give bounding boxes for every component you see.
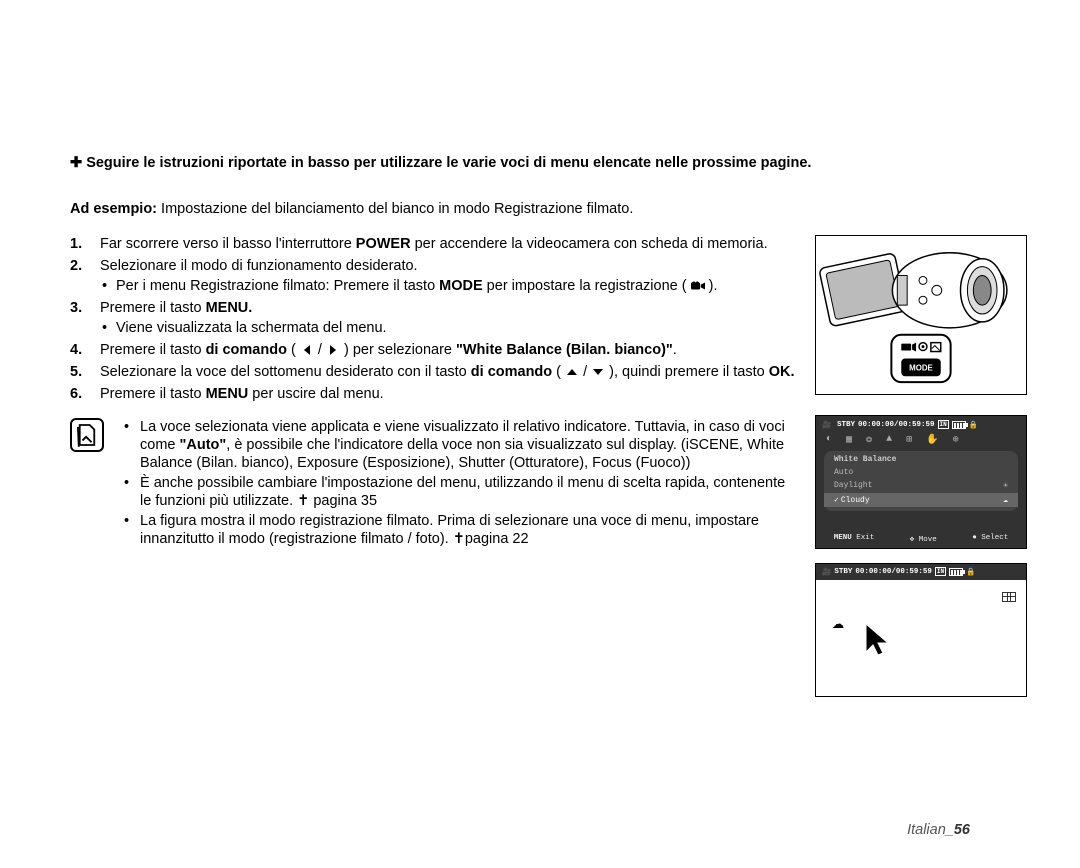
lcd-result-screen: 🎥 STBY 00:00:00/00:59:59 IN 🔒 ☁ xyxy=(815,563,1027,697)
step-3-bullet: Viene visualizzata la schermata del menu… xyxy=(116,319,795,337)
step-6: 6. Premere il tasto MENU per uscire dal … xyxy=(70,385,795,403)
arrow-right-icon xyxy=(326,344,340,356)
intro-text: Seguire le istruzioni riportate in basso… xyxy=(86,155,811,171)
note-2: È anche possibile cambiare l'impostazion… xyxy=(124,474,795,510)
example-line: Ad esempio: Impostazione del bilanciamen… xyxy=(70,201,1030,217)
video-mode-icon xyxy=(691,280,705,292)
figures-column: MODE 🎥 STBY 00:00:00/00:59:59 IN 🔒 ◐▦❂▲⊞… xyxy=(815,235,1030,697)
step-3: 3. Premere il tasto MENU. Viene visualiz… xyxy=(70,299,795,337)
note-3: La figura mostra il modo registrazione f… xyxy=(124,512,795,548)
note-icon xyxy=(70,418,104,452)
step-4: 4. Premere il tasto di comando ( / ) per… xyxy=(70,341,795,359)
arrow-up-icon xyxy=(565,366,579,378)
example-text: Impostazione del bilanciamento del bianc… xyxy=(161,201,633,217)
note-block: La voce selezionata viene applicata e vi… xyxy=(70,418,795,551)
example-label: Ad esempio: xyxy=(70,201,157,217)
instructions-column: 1. Far scorrere verso il basso l'interru… xyxy=(70,235,795,697)
step-1: 1. Far scorrere verso il basso l'interru… xyxy=(70,235,795,253)
cloudy-icon: ☁ xyxy=(832,609,844,635)
step-2: 2. Selezionare il modo di funzionamento … xyxy=(70,257,795,295)
camera-figure: MODE xyxy=(815,235,1027,395)
lcd-menu-screen: 🎥 STBY 00:00:00/00:59:59 IN 🔒 ◐▦❂▲⊞✋⊕ Wh… xyxy=(815,415,1027,549)
page-footer: Italian_56 xyxy=(907,822,970,838)
intro-line: ✚ Seguire le istruzioni riportate in bas… xyxy=(70,155,1030,171)
mode-button-label: MODE xyxy=(909,363,933,372)
arrow-left-icon xyxy=(300,344,314,356)
grid-icon xyxy=(1002,592,1016,602)
step-2-bullet: Per i menu Registrazione filmato: Premer… xyxy=(116,277,795,295)
arrow-down-icon xyxy=(591,366,605,378)
cursor-icon xyxy=(864,622,894,656)
note-1: La voce selezionata viene applicata e vi… xyxy=(124,418,795,472)
step-5: 5. Selezionare la voce del sottomenu des… xyxy=(70,363,795,381)
